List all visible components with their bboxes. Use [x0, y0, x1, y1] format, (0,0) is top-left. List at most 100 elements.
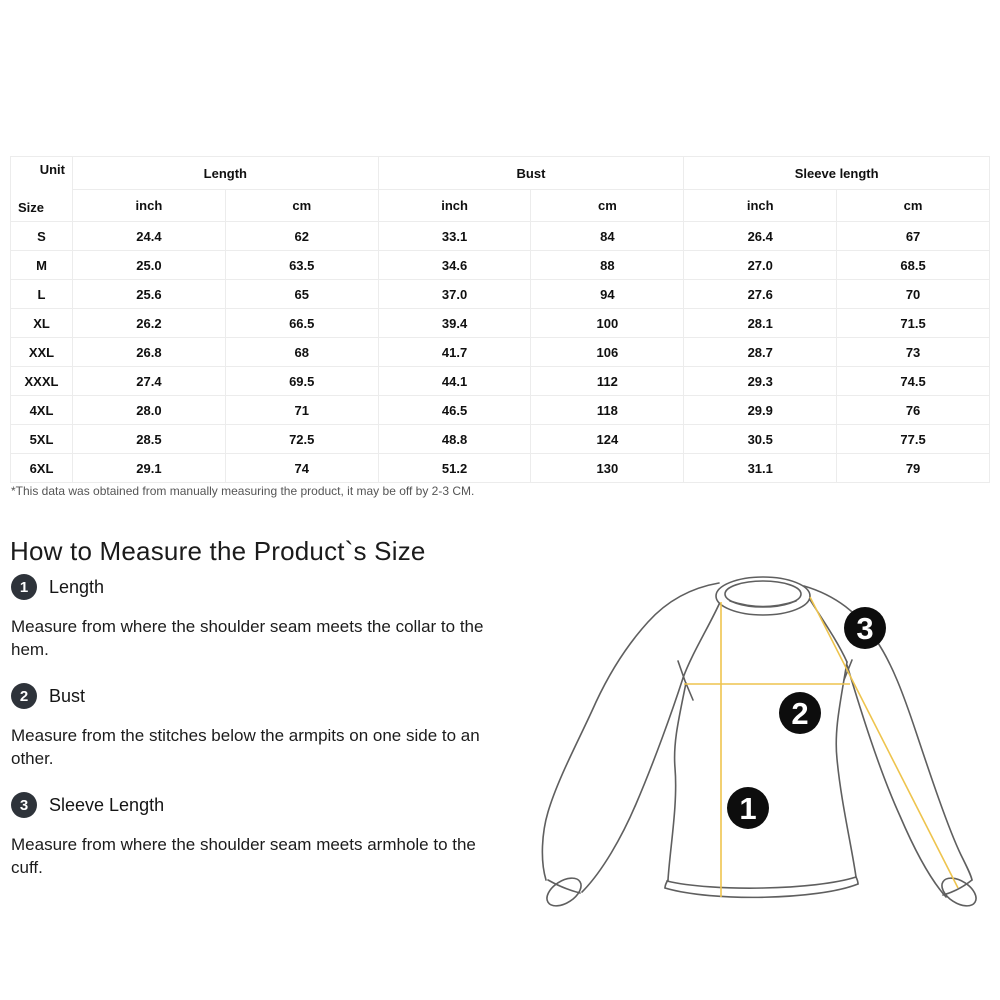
- group-header-sleeve: Sleeve length: [683, 156, 990, 190]
- unit-header-cell: cm: [530, 189, 685, 222]
- value-cell: 112: [530, 366, 685, 396]
- value-cell: 24.4: [72, 221, 226, 251]
- value-cell: 72.5: [224, 424, 379, 454]
- figure-badge-3-number: 3: [856, 611, 873, 646]
- value-cell: 27.0: [683, 250, 838, 280]
- value-cell: 118: [530, 395, 685, 425]
- shirt-illustration-svg: 1 2 3: [541, 576, 977, 907]
- figure-badge-1-number: 1: [739, 791, 756, 826]
- value-cell: 37.0: [377, 279, 532, 309]
- value-cell: 28.0: [72, 395, 226, 425]
- size-table: Unit Size Length Bust Sleeve length inch…: [10, 156, 990, 483]
- value-cell: 25.6: [72, 279, 226, 309]
- value-cell: 94: [530, 279, 685, 309]
- figure-badge-3-circle: [844, 607, 886, 649]
- value-cell: 29.9: [683, 395, 838, 425]
- value-cell: 79: [836, 453, 990, 483]
- unit-header-cell: inch: [683, 189, 838, 222]
- table-row: XL 26.2 66.5 39.4 100 28.1 71.5: [10, 308, 990, 338]
- value-cell: 25.0: [72, 250, 226, 280]
- size-cell: XXL: [10, 337, 73, 367]
- page-title: How to Measure the Product`s Size: [10, 536, 426, 567]
- value-cell: 63.5: [224, 250, 379, 280]
- size-table-header: Unit Size Length Bust Sleeve length inch…: [10, 156, 990, 222]
- corner-size-label: Size: [18, 200, 45, 215]
- step-2-badge: 2: [11, 683, 37, 709]
- table-row: M 25.0 63.5 34.6 88 27.0 68.5: [10, 250, 990, 280]
- value-cell: 84: [530, 221, 685, 251]
- value-cell: 69.5: [224, 366, 379, 396]
- measure-item-description: Measure from the stitches below the armp…: [11, 726, 480, 768]
- size-cell: S: [10, 221, 73, 251]
- value-cell: 29.3: [683, 366, 838, 396]
- size-cell: 6XL: [10, 453, 73, 483]
- value-cell: 74.5: [836, 366, 990, 396]
- value-cell: 70: [836, 279, 990, 309]
- table-row: S 24.4 62 33.1 84 26.4 67: [10, 221, 990, 251]
- figure-badges: 1 2 3: [727, 607, 886, 829]
- value-cell: 34.6: [377, 250, 532, 280]
- measure-item-label: Bust: [49, 685, 86, 706]
- figure-badge-1-circle: [727, 787, 769, 829]
- measure-item-label: Sleeve Length: [49, 794, 165, 815]
- group-header-bust: Bust: [377, 156, 685, 190]
- unit-header-row: inch cm inch cm inch cm: [11, 189, 990, 222]
- value-cell: 130: [530, 453, 685, 483]
- value-cell: 106: [530, 337, 685, 367]
- value-cell: 48.8: [377, 424, 532, 454]
- table-row: 6XL 29.1 74 51.2 130 31.1 79: [10, 453, 990, 483]
- size-table-section: Unit Size Length Bust Sleeve length inch…: [10, 156, 990, 483]
- measure-item-bust: 2 Bust: [11, 683, 85, 709]
- table-row: XXXL 27.4 69.5 44.1 112 29.3 74.5: [10, 366, 990, 396]
- value-cell: 27.4: [72, 366, 226, 396]
- value-cell: 26.4: [683, 221, 838, 251]
- unit-header-cell: inch: [72, 189, 226, 222]
- sleeve-measure-line: [809, 596, 959, 889]
- measure-item-label: Length: [49, 576, 105, 597]
- value-cell: 26.2: [72, 308, 226, 338]
- group-header-length: Length: [72, 156, 379, 190]
- value-cell: 124: [530, 424, 685, 454]
- value-cell: 33.1: [377, 221, 532, 251]
- table-row: 4XL 28.0 71 46.5 118 29.9 76: [10, 395, 990, 425]
- figure-badge-2-circle: [779, 692, 821, 734]
- corner-unit-label: Unit: [39, 162, 65, 177]
- value-cell: 77.5: [836, 424, 990, 454]
- value-cell: 51.2: [377, 453, 532, 483]
- value-cell: 30.5: [683, 424, 838, 454]
- value-cell: 66.5: [224, 308, 379, 338]
- measure-item-sleeve-length: 3 Sleeve Length: [11, 792, 164, 818]
- measurement-lines: [684, 596, 959, 897]
- table-row: XXL 26.8 68 41.7 106 28.7 73: [10, 337, 990, 367]
- value-cell: 68.5: [836, 250, 990, 280]
- value-cell: 62: [224, 221, 379, 251]
- value-cell: 39.4: [377, 308, 532, 338]
- size-table-body: S 24.4 62 33.1 84 26.4 67 M 25.0 63.5 34…: [10, 221, 990, 483]
- shirt-illustration: 1 2 3: [520, 550, 1000, 950]
- unit-header-cell: cm: [836, 189, 990, 222]
- value-cell: 41.7: [377, 337, 532, 367]
- size-cell: 4XL: [10, 395, 73, 425]
- value-cell: 71: [224, 395, 379, 425]
- size-cell: XXXL: [10, 366, 73, 396]
- value-cell: 46.5: [377, 395, 532, 425]
- measure-item-length: 1 Length: [11, 574, 104, 600]
- value-cell: 88: [530, 250, 685, 280]
- value-cell: 28.5: [72, 424, 226, 454]
- measurement-disclaimer: *This data was obtained from manually me…: [11, 484, 475, 498]
- value-cell: 100: [530, 308, 685, 338]
- value-cell: 26.8: [72, 337, 226, 367]
- value-cell: 27.6: [683, 279, 838, 309]
- step-1-badge: 1: [11, 574, 37, 600]
- shirt-outline: [541, 576, 977, 907]
- value-cell: 31.1: [683, 453, 838, 483]
- value-cell: 67: [836, 221, 990, 251]
- size-cell: XL: [10, 308, 73, 338]
- measure-item-description: Measure from where the shoulder seam mee…: [11, 617, 484, 659]
- size-cell: M: [10, 250, 73, 280]
- unit-header-cell: cm: [224, 189, 379, 222]
- value-cell: 28.7: [683, 337, 838, 367]
- corner-cell: Unit Size: [10, 156, 73, 222]
- value-cell: 76: [836, 395, 990, 425]
